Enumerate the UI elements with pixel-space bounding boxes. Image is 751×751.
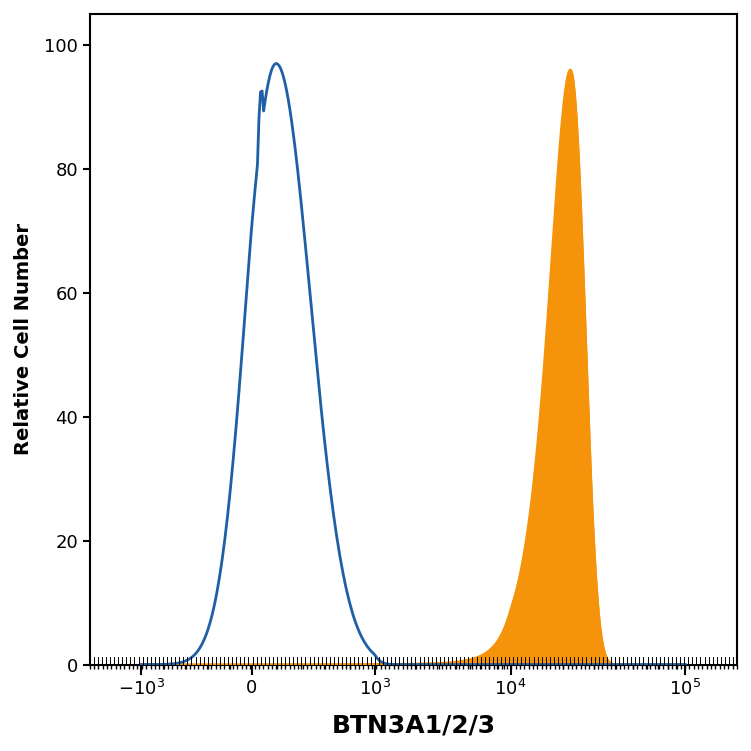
X-axis label: BTN3A1/2/3: BTN3A1/2/3 (331, 713, 496, 737)
Y-axis label: Relative Cell Number: Relative Cell Number (14, 223, 33, 455)
